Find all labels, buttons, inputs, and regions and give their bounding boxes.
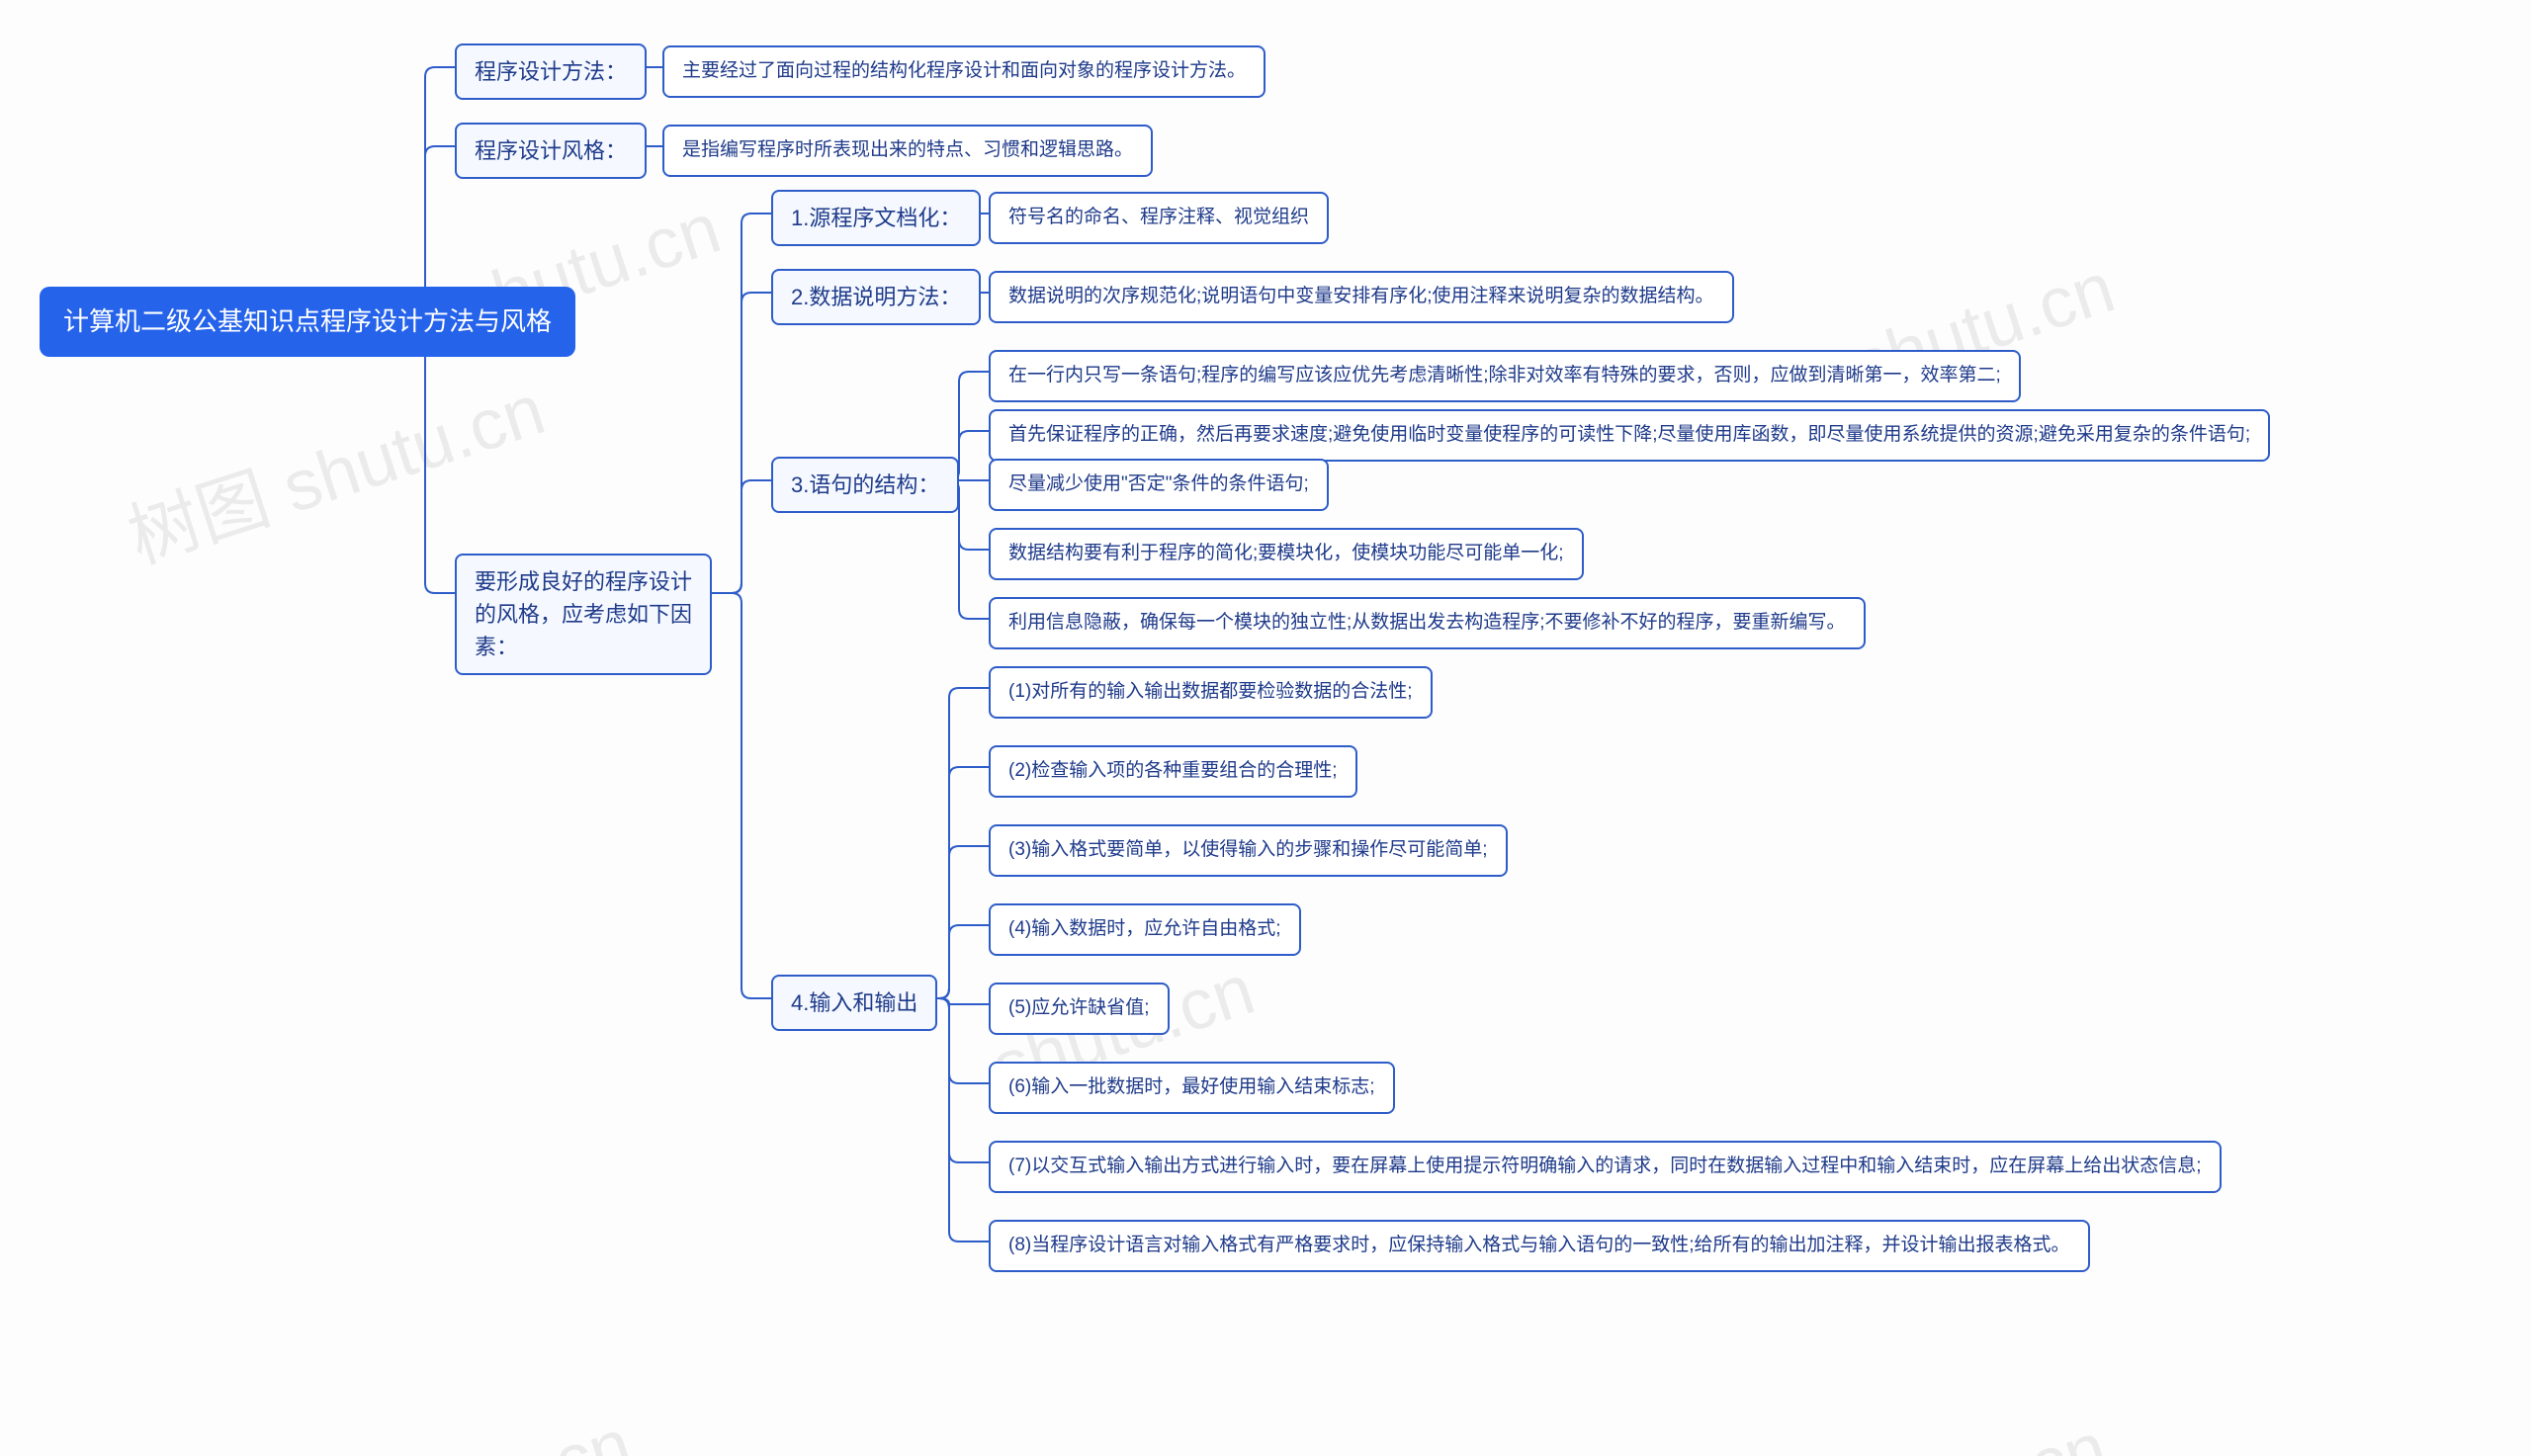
leaf-text: 数据结构要有利于程序的简化;要模块化，使模块功能尽可能单一化; <box>1008 540 1564 568</box>
branch-label: 要形成良好的程序设计的风格，应考虑如下因素： <box>475 565 692 663</box>
leaf-text: (6)输入一批数据时，最好使用输入结束标志; <box>1008 1073 1375 1102</box>
sub-source-doc[interactable]: 1.源程序文档化： <box>771 190 981 246</box>
branch-good-style-factors[interactable]: 要形成良好的程序设计的风格，应考虑如下因素： <box>455 554 712 675</box>
leaf-stmt-2[interactable]: 首先保证程序的正确，然后再要求速度;避免使用临时变量使程序的可读性下降;尽量使用… <box>989 409 2270 462</box>
leaf-text: (5)应允许缺省值; <box>1008 994 1150 1023</box>
leaf-text: 在一行内只写一条语句;程序的编写应该应优先考虑清晰性;除非对效率有特殊的要求，否… <box>1008 362 2001 390</box>
sub-data-desc[interactable]: 2.数据说明方法： <box>771 269 981 325</box>
sub-statement-struct[interactable]: 3.语句的结构： <box>771 457 959 513</box>
leaf-stmt-3[interactable]: 尽量减少使用"否定"条件的条件语句; <box>989 459 1329 511</box>
leaf-text: (8)当程序设计语言对输入格式有严格要求时，应保持输入格式与输入语句的一致性;给… <box>1008 1232 2070 1260</box>
leaf-io-7[interactable]: (7)以交互式输入输出方式进行输入时，要在屏幕上使用提示符明确输入的请求，同时在… <box>989 1141 2222 1193</box>
leaf-io-1[interactable]: (1)对所有的输入输出数据都要检验数据的合法性; <box>989 666 1433 719</box>
leaf-io-8[interactable]: (8)当程序设计语言对输入格式有严格要求时，应保持输入格式与输入语句的一致性;给… <box>989 1220 2090 1272</box>
branch-design-method[interactable]: 程序设计方法： <box>455 43 647 100</box>
leaf-source-doc[interactable]: 符号名的命名、程序注释、视觉组织 <box>989 192 1329 244</box>
root-node[interactable]: 计算机二级公基知识点程序设计方法与风格 <box>40 287 575 357</box>
leaf-design-method-desc[interactable]: 主要经过了面向过程的结构化程序设计和面向对象的程序设计方法。 <box>662 45 1266 98</box>
leaf-text: (2)检查输入项的各种重要组合的合理性; <box>1008 757 1338 786</box>
branch-label: 程序设计风格： <box>475 134 627 167</box>
branch-label: 程序设计方法： <box>475 55 627 88</box>
watermark: shutu.cn <box>360 1404 641 1456</box>
watermark: 树图 shutu.cn <box>113 351 555 583</box>
leaf-text: (7)以交互式输入输出方式进行输入时，要在屏幕上使用提示符明确输入的请求，同时在… <box>1008 1153 2202 1181</box>
leaf-stmt-5[interactable]: 利用信息隐蔽，确保每一个模块的独立性;从数据出发去构造程序;不要修补不好的程序，… <box>989 597 1866 649</box>
leaf-stmt-1[interactable]: 在一行内只写一条语句;程序的编写应该应优先考虑清晰性;除非对效率有特殊的要求，否… <box>989 350 2021 402</box>
leaf-text: (1)对所有的输入输出数据都要检验数据的合法性; <box>1008 678 1413 707</box>
branch-design-style[interactable]: 程序设计风格： <box>455 123 647 179</box>
leaf-text: 尽量减少使用"否定"条件的条件语句; <box>1008 471 1309 499</box>
leaf-io-6[interactable]: (6)输入一批数据时，最好使用输入结束标志; <box>989 1062 1395 1114</box>
leaf-text: 利用信息隐蔽，确保每一个模块的独立性;从数据出发去构造程序;不要修补不好的程序，… <box>1008 609 1846 638</box>
root-label: 计算机二级公基知识点程序设计方法与风格 <box>63 302 552 341</box>
leaf-io-4[interactable]: (4)输入数据时，应允许自由格式; <box>989 903 1301 956</box>
leaf-text: 数据说明的次序规范化;说明语句中变量安排有序化;使用注释来说明复杂的数据结构。 <box>1008 283 1714 311</box>
sub-input-output[interactable]: 4.输入和输出 <box>771 975 937 1031</box>
leaf-io-5[interactable]: (5)应允许缺省值; <box>989 983 1170 1035</box>
leaf-text: (4)输入数据时，应允许自由格式; <box>1008 915 1281 944</box>
sub-label: 1.源程序文档化： <box>791 202 961 234</box>
sub-label: 4.输入和输出 <box>791 986 917 1019</box>
leaf-text: 符号名的命名、程序注释、视觉组织 <box>1008 204 1309 232</box>
leaf-io-2[interactable]: (2)检查输入项的各种重要组合的合理性; <box>989 745 1357 798</box>
leaf-text: 主要经过了面向过程的结构化程序设计和面向对象的程序设计方法。 <box>682 57 1246 86</box>
sub-label: 3.语句的结构： <box>791 469 939 501</box>
leaf-io-3[interactable]: (3)输入格式要简单，以使得输入的步骤和操作尽可能简单; <box>989 824 1508 877</box>
leaf-design-style-desc[interactable]: 是指编写程序时所表现出来的特点、习惯和逻辑思路。 <box>662 125 1153 177</box>
leaf-data-desc[interactable]: 数据说明的次序规范化;说明语句中变量安排有序化;使用注释来说明复杂的数据结构。 <box>989 271 1734 323</box>
leaf-text: 首先保证程序的正确，然后再要求速度;避免使用临时变量使程序的可读性下降;尽量使用… <box>1008 421 2250 450</box>
leaf-stmt-4[interactable]: 数据结构要有利于程序的简化;要模块化，使模块功能尽可能单一化; <box>989 528 1584 580</box>
watermark: 树图 shutu.cn <box>1675 1389 2117 1456</box>
sub-label: 2.数据说明方法： <box>791 281 961 313</box>
leaf-text: (3)输入格式要简单，以使得输入的步骤和操作尽可能简单; <box>1008 836 1488 865</box>
leaf-text: 是指编写程序时所表现出来的特点、习惯和逻辑思路。 <box>682 136 1133 165</box>
